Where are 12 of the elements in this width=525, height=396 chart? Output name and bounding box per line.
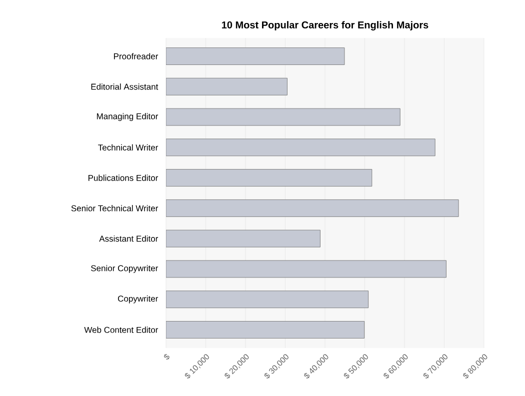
x-tick-label: $ — [164, 354, 170, 360]
y-tick-label: Copywriter — [118, 295, 158, 304]
y-tick-label: Managing Editor — [96, 113, 158, 121]
chart-title: 10 Most Popular Careers for English Majors — [222, 21, 428, 30]
y-tick-label: Publications Editor — [88, 174, 158, 181]
y-tick-label: Technical Writer — [98, 144, 158, 151]
y-tick-label: Senior Copywriter — [91, 265, 158, 273]
y-tick-label: Senior Technical Writer — [71, 205, 158, 212]
y-tick-label: Editorial Assistant — [91, 83, 158, 90]
y-tick-label: Assistant Editor — [99, 235, 158, 242]
y-tick-label: Web Content Editor — [84, 326, 158, 333]
y-tick-label: Proofreader — [114, 53, 158, 60]
